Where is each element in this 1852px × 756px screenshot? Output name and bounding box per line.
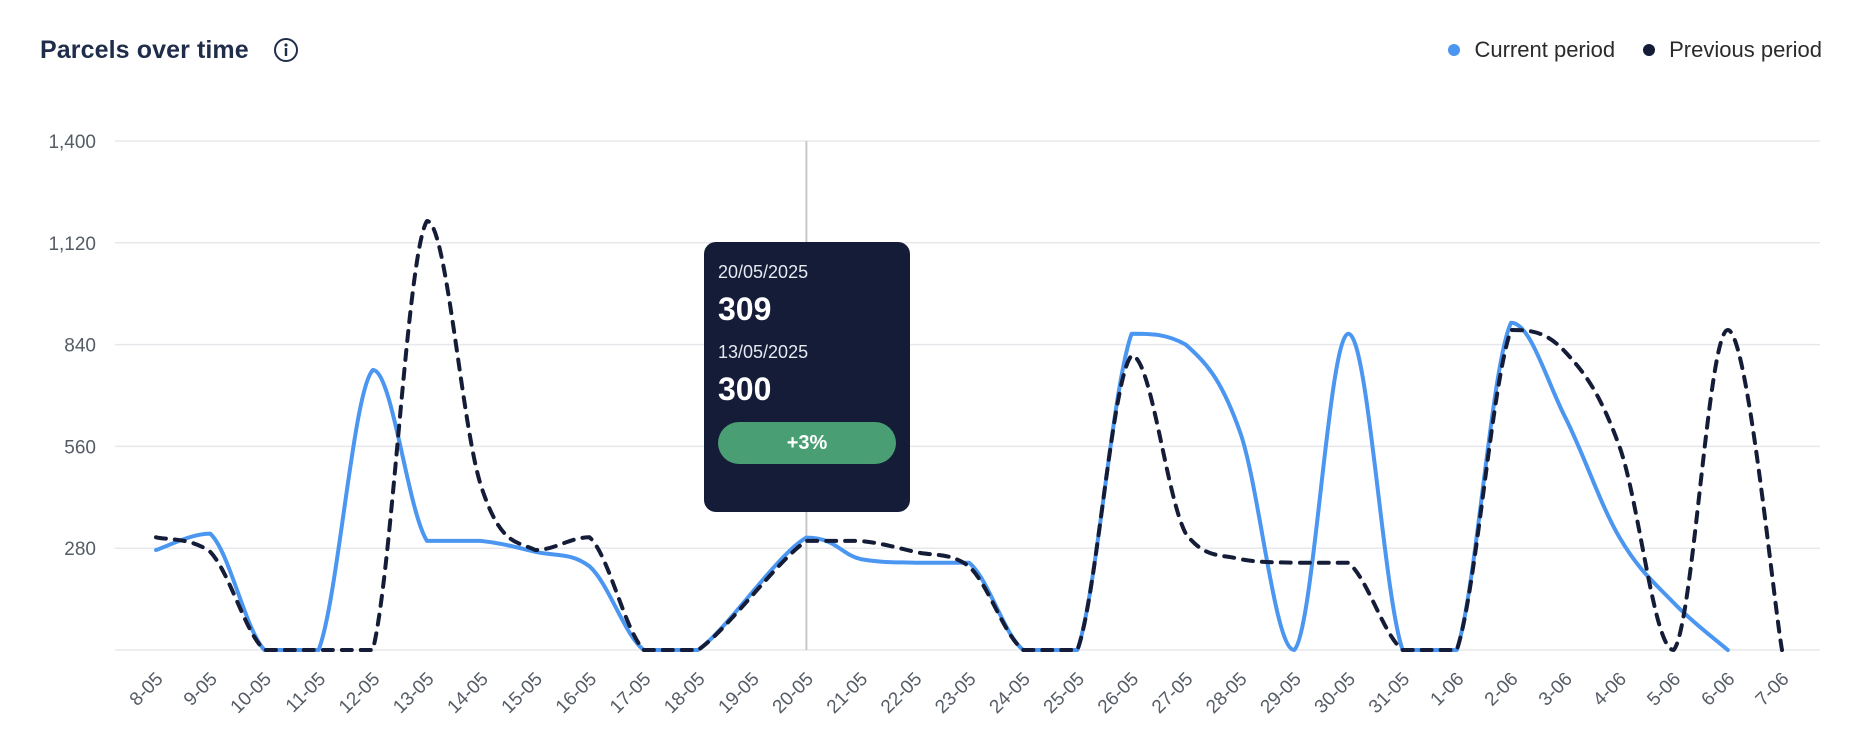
legend-dot-previous-icon bbox=[1643, 44, 1656, 56]
y-axis: 1,400 1,120 840 560 280 bbox=[48, 132, 96, 560]
x-tick-label: 26-05 bbox=[1094, 669, 1143, 718]
y-tick-label: 1,400 bbox=[48, 132, 96, 153]
x-tick-label: 19-05 bbox=[715, 669, 764, 718]
legend-label-current: Current period bbox=[1474, 37, 1616, 62]
tooltip-current-date: 20/05/2025 bbox=[718, 262, 809, 282]
x-tick-label: 5-06 bbox=[1643, 669, 1685, 711]
legend-item-previous[interactable]: Previous period bbox=[1643, 37, 1822, 63]
series-line-previous[interactable] bbox=[154, 218, 1784, 652]
x-tick-label: 6-06 bbox=[1698, 669, 1740, 711]
x-tick-label: 28-05 bbox=[1202, 669, 1251, 718]
x-tick-label: 15-05 bbox=[498, 669, 547, 718]
x-tick-label: 17-05 bbox=[606, 669, 655, 718]
chart-tooltip: 20/05/2025 309 13/05/2025 300 +3% bbox=[704, 242, 910, 512]
x-tick-label: 21-05 bbox=[823, 669, 872, 718]
x-axis: 8-05 9-05 10-05 11-05 12-05 13-05 14-05 15-05 16… bbox=[126, 669, 1794, 718]
x-tick-label: 12-05 bbox=[335, 669, 384, 718]
x-tick-label: 4-06 bbox=[1589, 669, 1631, 711]
x-tick-label: 2-06 bbox=[1481, 669, 1523, 711]
tooltip-current-value: 309 bbox=[718, 291, 772, 327]
x-tick-label: 30-05 bbox=[1311, 669, 1360, 718]
legend-dot-current-icon bbox=[1448, 44, 1461, 56]
chart-title: Parcels over time bbox=[40, 35, 249, 64]
x-tick-label: 10-05 bbox=[227, 669, 276, 718]
chart-legend: Current period Previous period bbox=[1448, 30, 1822, 70]
x-tick-label: 7-06 bbox=[1752, 669, 1794, 711]
legend-item-current[interactable]: Current period bbox=[1448, 37, 1615, 63]
y-tick-label: 1,120 bbox=[48, 234, 96, 255]
x-tick-label: 1-06 bbox=[1427, 669, 1469, 711]
x-tick-label: 27-05 bbox=[1148, 669, 1197, 718]
x-tick-label: 24-05 bbox=[986, 669, 1035, 718]
x-tick-label: 8-05 bbox=[126, 669, 168, 711]
x-tick-label: 23-05 bbox=[931, 669, 980, 718]
x-tick-label: 13-05 bbox=[389, 669, 438, 718]
x-tick-label: 18-05 bbox=[660, 669, 709, 718]
x-tick-label: 9-05 bbox=[180, 669, 222, 711]
x-tick-label: 14-05 bbox=[444, 669, 493, 718]
x-tick-label: 20-05 bbox=[769, 669, 818, 718]
tooltip-previous-date: 13/05/2025 bbox=[718, 342, 809, 362]
tooltip-change-badge: +3% bbox=[718, 422, 896, 464]
grid-lines bbox=[115, 140, 1820, 651]
legend-label-previous: Previous period bbox=[1669, 37, 1822, 62]
y-tick-label: 560 bbox=[64, 437, 96, 458]
series-lines[interactable] bbox=[154, 218, 1784, 652]
x-tick-label: 22-05 bbox=[877, 669, 926, 718]
y-tick-label: 280 bbox=[64, 539, 96, 560]
x-tick-label: 3-06 bbox=[1535, 669, 1577, 711]
x-tick-label: 29-05 bbox=[1257, 669, 1306, 718]
tooltip-previous-value: 300 bbox=[718, 371, 772, 407]
x-tick-label: 25-05 bbox=[1040, 669, 1089, 718]
x-tick-label: 31-05 bbox=[1365, 669, 1414, 718]
info-icon[interactable] bbox=[273, 37, 299, 63]
x-tick-label: 16-05 bbox=[552, 669, 601, 718]
x-tick-label: 11-05 bbox=[282, 669, 330, 717]
chart-header: Parcels over time bbox=[40, 30, 299, 70]
y-tick-label: 840 bbox=[64, 336, 96, 357]
